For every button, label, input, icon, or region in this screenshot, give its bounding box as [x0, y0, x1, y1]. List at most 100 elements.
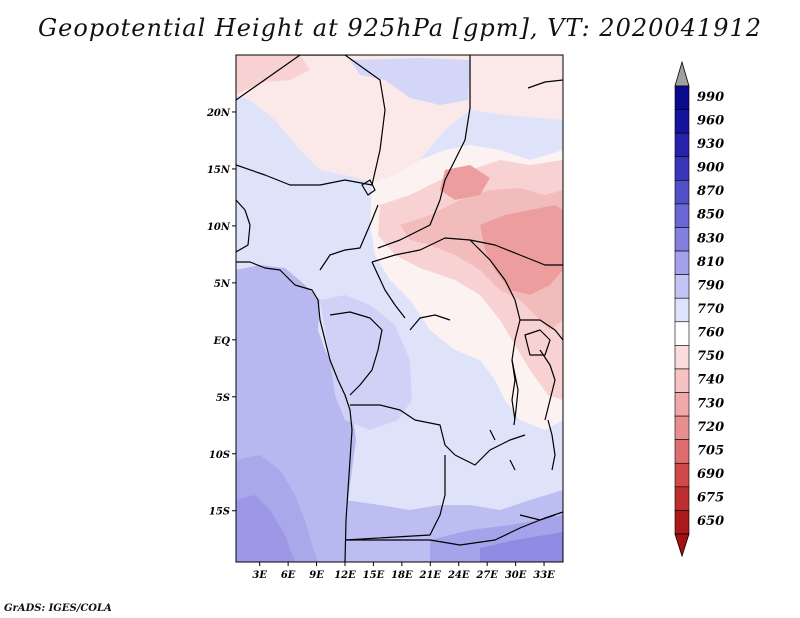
lat-label: 5S: [216, 393, 230, 404]
colorbar-swatch: [674, 297, 690, 323]
colorbar-swatch: [674, 392, 690, 417]
lon-label: 9E: [309, 570, 324, 581]
field-interior-790: [320, 295, 412, 430]
lon-label: 15E: [363, 570, 385, 581]
lon-label: 3E: [252, 570, 267, 581]
lat-label: 20N: [206, 108, 231, 119]
border-congo-drc: [329, 311, 383, 396]
lon-label: 6E: [281, 570, 296, 581]
field-nc-790: [350, 58, 470, 105]
lake-victoria: [524, 329, 551, 356]
lat-label: 10S: [209, 450, 230, 461]
colorbar-swatch: [674, 486, 690, 511]
border-car: [371, 237, 506, 281]
colorbar-label: 790: [697, 278, 724, 293]
colorbar-label: 810: [697, 255, 724, 270]
colorbar-swatch: [674, 132, 690, 158]
zambia-lakes: [489, 429, 556, 521]
colorbar-label: 750: [697, 349, 724, 364]
lon-label: 27E: [475, 570, 498, 581]
border-angola-zambia: [344, 455, 446, 541]
colorbar-swatch: [674, 250, 690, 275]
colorbar-swatch: [674, 321, 690, 346]
border-uganda-kenya: [520, 319, 563, 341]
colorbar-label: 675: [697, 491, 724, 506]
colorbar: 990 960 930 900 870 850 830 810 790 770 760 750 740 7…: [674, 60, 724, 558]
lat-label: 15S: [209, 507, 230, 518]
colorbar-top-arrow: [674, 60, 690, 87]
colorbar-swatch: [674, 227, 690, 252]
lat-label: 5N: [214, 279, 231, 290]
lat-label: 15N: [207, 165, 231, 176]
colorbar-label: 760: [697, 326, 724, 341]
red-sea-coast: [527, 79, 563, 89]
lon-label: 21E: [419, 570, 442, 581]
colorbar-swatch: [674, 439, 690, 464]
drc-interior-curve: [409, 314, 451, 331]
lon-label: 12E: [334, 570, 356, 581]
colorbar-label: 960: [697, 113, 724, 128]
field-nw-750: [236, 55, 310, 95]
colorbar-swatch: [674, 85, 690, 110]
colorbar-label: 650: [697, 514, 724, 529]
credit-text: GrADS: IGES/COLA: [4, 603, 112, 614]
colorbar-swatch: [674, 180, 690, 205]
lon-label: 18E: [391, 570, 413, 581]
colorbar-label: 830: [697, 231, 724, 246]
border-tanzania: [539, 349, 556, 421]
political-boundaries: [236, 55, 563, 562]
field-south-850: [480, 532, 563, 562]
colorbar-label: 730: [697, 396, 724, 411]
field-north-760: [236, 55, 563, 182]
colorbar-bottom-arrow: [674, 533, 690, 558]
lon-label: 33E: [533, 570, 555, 581]
colorbar-swatch: [674, 368, 690, 393]
colorbar-swatch: [674, 109, 690, 134]
field-ocean-850: [236, 495, 295, 562]
lake-chad: [361, 179, 376, 196]
map-frame: [235, 54, 564, 563]
colorbar-label: 870: [697, 184, 724, 199]
coast-northwest: [236, 199, 251, 253]
colorbar-swatch: [674, 510, 690, 535]
lon-axis: 3E 6E 9E 12E 15E 18E 21E 24E 27E 30E 33E: [252, 562, 555, 581]
colorbar-swatch: [674, 345, 690, 370]
lat-label: 10N: [207, 222, 231, 233]
colorbar-label: 690: [697, 467, 724, 482]
colorbar-label: 850: [697, 208, 724, 223]
lon-label: 30E: [505, 570, 527, 581]
lat-label: EQ: [213, 336, 231, 347]
lake-tanganyika: [511, 359, 519, 426]
field-east-730b: [440, 165, 490, 200]
colorbar-label: 990: [697, 90, 724, 105]
border-egypt-sudan: [454, 55, 471, 161]
colorbar-swatch: [674, 415, 690, 440]
border-zambia-drc: [454, 434, 526, 466]
lake-malawi: [547, 419, 556, 471]
field-east-730: [480, 205, 563, 295]
border-east-lakes: [504, 279, 521, 421]
border-drc-angola: [350, 404, 456, 456]
lon-label: 24E: [447, 570, 470, 581]
colorbar-label: 705: [697, 443, 724, 458]
lat-axis: 20N 15N 10N 5N EQ 5S 10S 15S: [206, 108, 236, 518]
colorbar-label: 720: [697, 420, 724, 435]
colorbar-swatch: [674, 462, 690, 488]
border-south-sudan: [469, 239, 563, 266]
colorbar-swatch: [674, 203, 690, 228]
map-title: Geopotential Height at 925hPa [gpm], VT:…: [38, 14, 762, 42]
colorbar-label: 930: [697, 137, 724, 152]
border-sudan-chad: [377, 159, 456, 249]
border-nigeria-cameroon: [319, 204, 379, 271]
height-field: [236, 55, 563, 562]
coastline-west: [236, 261, 353, 562]
colorbar-swatch: [674, 156, 690, 181]
colorbar-swatch: [674, 274, 690, 299]
colorbar-label: 900: [697, 161, 724, 176]
colorbar-label: 770: [697, 302, 724, 317]
border-libya-chad-niger: [236, 55, 386, 186]
border-niger-nigeria: [236, 164, 373, 186]
colorbar-label: 740: [697, 373, 724, 388]
